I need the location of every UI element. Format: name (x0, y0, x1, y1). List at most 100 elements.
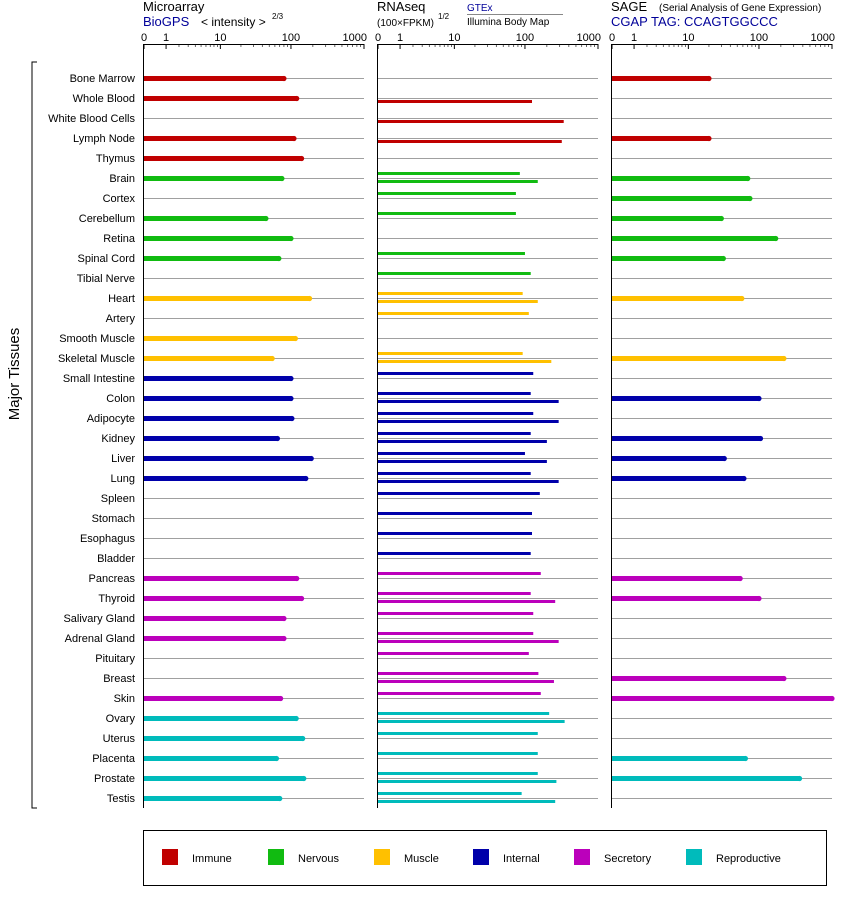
tick-label: 1 (631, 32, 637, 44)
bar (378, 480, 559, 483)
bar (144, 636, 284, 641)
bar (378, 412, 534, 415)
tissue-label: Adrenal Gland (65, 633, 135, 645)
bar (378, 212, 516, 215)
bar (378, 732, 538, 735)
tick-label: 1 (397, 32, 403, 44)
tissue-label: Breast (103, 673, 135, 685)
bar-cap (721, 455, 727, 462)
tissue-label: Bladder (97, 553, 135, 565)
sage-header: SAGE (Serial Analysis of Gene Expression… (611, 0, 821, 29)
tissue-label: Testis (107, 793, 136, 805)
tick-label: 1000 (343, 32, 367, 44)
rnaseq-exponent: 1/2 (438, 12, 450, 21)
bar (378, 572, 541, 575)
bar (378, 720, 565, 723)
bar (612, 596, 759, 601)
bar-cap (742, 755, 749, 762)
bar (378, 172, 520, 175)
bar (378, 780, 557, 783)
bar (612, 396, 759, 401)
bar-cap (706, 75, 712, 82)
bar (612, 356, 784, 361)
bar (378, 192, 516, 195)
tissue-label: Salivary Gland (63, 613, 135, 625)
bar (612, 476, 744, 481)
bar (144, 296, 310, 301)
bar-cap (279, 175, 285, 182)
legend-label: Immune (192, 853, 232, 865)
bar-cap (706, 135, 712, 142)
bar (378, 432, 531, 435)
bar (144, 716, 297, 721)
bar (144, 736, 303, 741)
bar (378, 680, 554, 683)
bar (378, 600, 556, 603)
tissue-label: Tibial Nerve (77, 273, 135, 285)
tick-label: 100 (282, 32, 300, 44)
bar (378, 120, 564, 123)
bar-cap (756, 395, 762, 402)
tissue-label: Lung (111, 473, 135, 485)
bar-cap (269, 355, 275, 362)
bar-cap (277, 795, 283, 802)
biogps-link[interactable]: BioGPS (143, 14, 190, 29)
bar (144, 216, 266, 221)
bar (144, 596, 302, 601)
tick-label: 1 (163, 32, 169, 44)
bar (612, 296, 742, 301)
bar (144, 576, 297, 581)
tissue-label: Uterus (103, 733, 136, 745)
tissue-label: Heart (108, 293, 135, 305)
bar (612, 76, 709, 81)
gtex-link[interactable]: GTEx (467, 3, 493, 14)
bar-cap (737, 575, 743, 582)
legend-label: Nervous (298, 853, 339, 865)
tissue-label: Kidney (101, 433, 135, 445)
bar (144, 476, 306, 481)
legend-swatch (162, 849, 178, 865)
microarray-header: Microarray BioGPS < intensity > 2/3 (143, 0, 284, 29)
bar (378, 532, 533, 535)
microarray-panel: 0 1 10 100 1000 (141, 32, 367, 808)
bar (378, 632, 534, 635)
bar (378, 772, 538, 775)
bar (144, 416, 292, 421)
bar (378, 180, 538, 183)
tissue-label: Whole Blood (73, 93, 135, 105)
bar-cap (263, 215, 269, 222)
bar (378, 392, 531, 395)
tick-label: 100 (750, 32, 768, 44)
legend-swatch (686, 849, 702, 865)
bar (612, 176, 748, 181)
bar (144, 776, 304, 781)
tissue-label: Esophagus (80, 533, 136, 545)
tick-label: 0 (141, 32, 147, 44)
bar (612, 256, 724, 261)
bar-cap (306, 295, 313, 302)
bar (378, 612, 534, 615)
bar (378, 712, 550, 715)
tissue-label: White Blood Cells (48, 113, 135, 125)
bar (144, 236, 291, 241)
bar (378, 252, 525, 255)
rnaseq-subtitle: (100×FPKM) (377, 18, 434, 29)
tissue-label: Retina (103, 233, 136, 245)
bar-cap (741, 475, 747, 482)
tissue-label: Thyroid (98, 593, 135, 605)
tissue-label: Smooth Muscle (59, 333, 135, 345)
bar-cap (745, 175, 751, 182)
bar-cap (298, 595, 305, 602)
bar (612, 236, 776, 241)
bar-cap (273, 755, 280, 762)
sage-title: SAGE (611, 0, 647, 14)
bar-cap (276, 255, 282, 262)
bar-cap (781, 355, 787, 362)
tissue-label: Skin (114, 693, 135, 705)
bar-cap (291, 135, 297, 142)
bar-cap (757, 435, 764, 442)
sage-title-note: (Serial Analysis of Gene Expression) (659, 3, 821, 14)
sage-tag-link[interactable]: CGAP TAG: CCAGTGGCCC (611, 14, 778, 29)
bar (612, 676, 784, 681)
